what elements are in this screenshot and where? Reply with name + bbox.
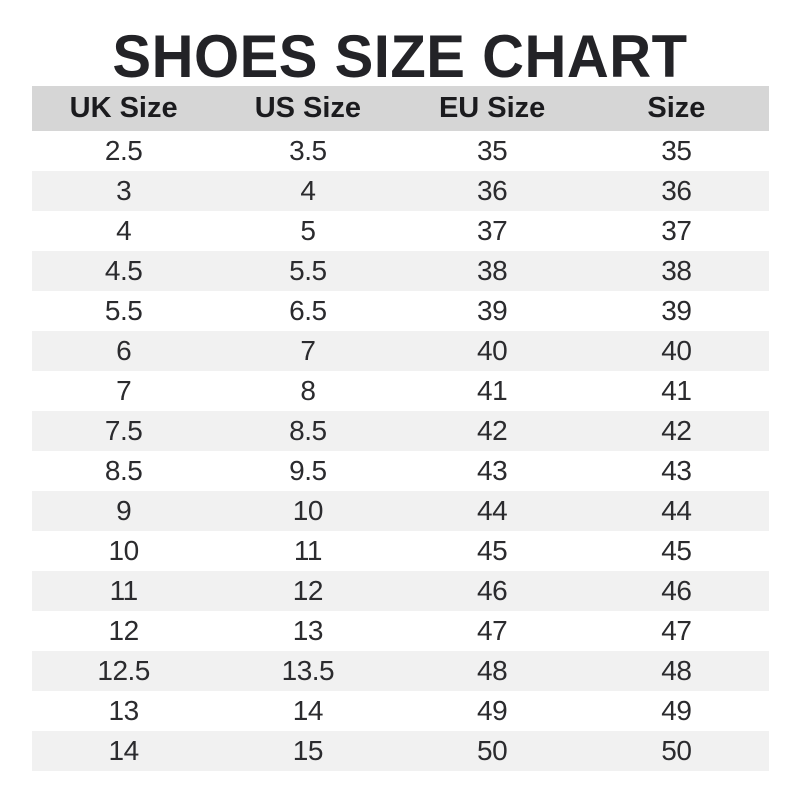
size-cell: 13.5	[281, 655, 335, 686]
size-cell: 3.5	[289, 135, 327, 166]
column-header-uk-size: UK Size	[31, 86, 216, 131]
size-cell: 47	[661, 615, 692, 646]
table-row: 5.5 6.5 39 39	[31, 291, 769, 331]
size-cell: 12	[292, 575, 324, 606]
size-cell: 39	[477, 295, 508, 326]
page-title: SHOES SIZE CHART	[112, 22, 688, 91]
header-row: UK Size US Size EU Size Size	[31, 86, 769, 131]
size-cell: 5.5	[289, 255, 327, 286]
size-cell: 42	[477, 415, 508, 446]
size-cell: 43	[661, 455, 692, 486]
size-cell: 8.5	[104, 455, 143, 486]
size-cell: 10	[108, 535, 140, 566]
size-cell: 6.5	[289, 295, 327, 326]
size-cell: 48	[661, 655, 692, 686]
size-cell: 35	[477, 135, 508, 166]
size-cell: 8	[300, 375, 316, 406]
size-cell: 45	[661, 535, 692, 566]
size-cell: 41	[661, 375, 692, 406]
table-row: 2.5 3.5 35 35	[31, 131, 769, 171]
size-cell: 13	[292, 615, 324, 646]
table-row: 8.5 9.5 43 43	[31, 451, 769, 491]
table-row: 3 4 36 36	[31, 171, 769, 211]
table-row: 9 10 44 44	[31, 491, 769, 531]
size-cell: 50	[661, 735, 692, 766]
size-cell: 38	[661, 255, 692, 286]
table-row: 14 15 50 50	[31, 731, 769, 771]
size-cell: 41	[477, 375, 508, 406]
size-cell: 48	[477, 655, 508, 686]
size-cell: 37	[477, 215, 508, 246]
size-cell: 5	[300, 215, 316, 246]
size-cell: 36	[661, 175, 692, 206]
size-cell: 7	[116, 375, 132, 406]
size-cell: 3	[116, 175, 132, 206]
size-chart-table-body: 2.5 3.5 35 35 3 4 36 36 4 5 37 37 4.5 5.5 38 38 5.5 6.5 39…	[31, 131, 769, 771]
size-cell: 39	[661, 295, 692, 326]
column-header-eu-size: EU Size	[400, 86, 585, 131]
size-cell: 44	[661, 495, 692, 526]
size-cell: 14	[292, 695, 324, 726]
size-cell: 46	[477, 575, 508, 606]
column-header-size: Size	[584, 86, 769, 131]
size-cell: 6	[116, 335, 132, 366]
size-cell: 42	[661, 415, 692, 446]
size-cell: 14	[108, 735, 140, 766]
size-cell: 12	[108, 615, 140, 646]
size-cell: 40	[661, 335, 692, 366]
table-row: 4.5 5.5 38 38	[31, 251, 769, 291]
size-cell: 50	[477, 735, 508, 766]
table-row: 12.5 13.5 48 48	[31, 651, 769, 691]
size-cell: 8.5	[289, 415, 327, 446]
size-cell: 45	[477, 535, 508, 566]
size-cell: 49	[661, 695, 692, 726]
size-cell: 7.5	[104, 415, 143, 446]
column-header-us-size: US Size	[215, 86, 400, 131]
size-cell: 7	[300, 335, 316, 366]
size-cell: 44	[477, 495, 508, 526]
size-cell: 15	[292, 735, 324, 766]
size-cell: 4.5	[104, 255, 143, 286]
table-row: 4 5 37 37	[31, 211, 769, 251]
size-cell: 11	[293, 535, 323, 566]
table-row: 7 8 41 41	[31, 371, 769, 411]
size-cell: 9.5	[289, 455, 327, 486]
size-cell: 4	[300, 175, 316, 206]
size-cell: 40	[477, 335, 508, 366]
table-row: 6 7 40 40	[31, 331, 769, 371]
table-row: 12 13 47 47	[31, 611, 769, 651]
size-cell: 43	[477, 455, 508, 486]
table-row: 7.5 8.5 42 42	[31, 411, 769, 451]
size-cell: 9	[116, 495, 132, 526]
size-cell: 2.5	[104, 135, 143, 166]
size-cell: 46	[661, 575, 692, 606]
size-cell: 49	[477, 695, 508, 726]
size-cell: 4	[116, 215, 132, 246]
table-row: 11 12 46 46	[31, 571, 769, 611]
size-cell: 10	[292, 495, 324, 526]
size-cell: 12.5	[97, 655, 150, 686]
size-cell: 35	[661, 135, 692, 166]
size-chart-table-header: UK Size US Size EU Size Size	[31, 86, 769, 131]
size-cell: 47	[477, 615, 508, 646]
size-cell: 36	[477, 175, 508, 206]
table-row: 13 14 49 49	[31, 691, 769, 731]
table-row: 10 11 45 45	[31, 531, 769, 571]
size-cell: 5.5	[104, 295, 143, 326]
size-cell: 38	[477, 255, 508, 286]
size-cell: 13	[108, 695, 140, 726]
size-chart-table: UK Size US Size EU Size Size 2.5 3.5 35 35 3…	[31, 86, 769, 771]
size-cell: 11	[109, 575, 139, 606]
size-cell: 37	[661, 215, 692, 246]
